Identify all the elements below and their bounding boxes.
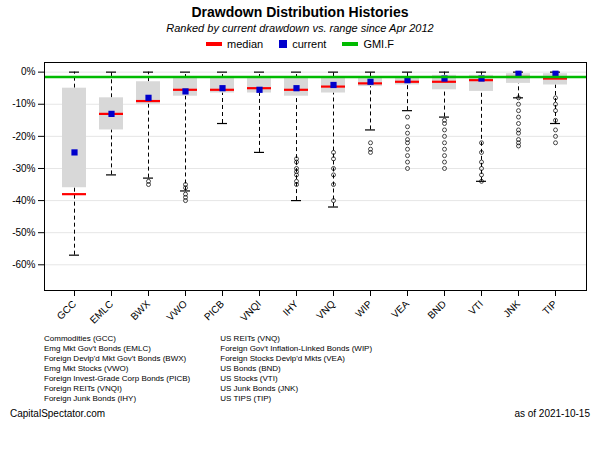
html-text:median: median	[227, 38, 264, 50]
html-text:Ranked by current drawdown vs.: Ranked by current drawdown vs. range sin…	[166, 22, 434, 34]
svg-text:BWX: BWX	[128, 298, 152, 322]
svg-text:VEA: VEA	[389, 298, 411, 320]
svg-text:JNK: JNK	[501, 298, 522, 319]
svg-text:VNQ: VNQ	[314, 298, 337, 321]
svg-text:VNQI: VNQI	[238, 298, 263, 323]
html-text:Commodities (GCC) Emg Mkt Gov': Commodities (GCC) Emg Mkt Gov't Bonds (E…	[44, 334, 191, 403]
svg-text:-20%: -20%	[12, 131, 35, 142]
svg-text:EMLC: EMLC	[88, 298, 115, 325]
svg-text:VTI: VTI	[466, 298, 485, 317]
svg-text:-40%: -40%	[12, 195, 35, 206]
svg-text:VWO: VWO	[165, 298, 190, 323]
svg-text:0%: 0%	[21, 66, 36, 77]
html-text:Drawdown Distribution Historie: Drawdown Distribution Histories	[191, 4, 409, 20]
svg-text:-30%: -30%	[12, 163, 35, 174]
svg-text:TIP: TIP	[540, 298, 559, 317]
html-text:GMI.F: GMI.F	[363, 38, 394, 50]
svg-text:GCC: GCC	[55, 298, 79, 322]
svg-text:-50%: -50%	[12, 227, 35, 238]
svg-text:-60%: -60%	[12, 259, 35, 270]
html-text:current: current	[292, 38, 327, 50]
svg-text:BND: BND	[425, 298, 448, 321]
html-text:as of 2021-10-15: as of 2021-10-15	[514, 408, 590, 419]
svg-text:-10%: -10%	[12, 98, 35, 109]
html-text:CapitalSpectator.com: CapitalSpectator.com	[10, 408, 106, 419]
svg-text:PICB: PICB	[202, 298, 227, 323]
svg-text:WIP: WIP	[353, 298, 374, 319]
html-text:US REITs (VNQ) Foreign Gov't I: US REITs (VNQ) Foreign Gov't Inflation-L…	[220, 334, 373, 403]
svg-text:IHY: IHY	[281, 298, 301, 318]
